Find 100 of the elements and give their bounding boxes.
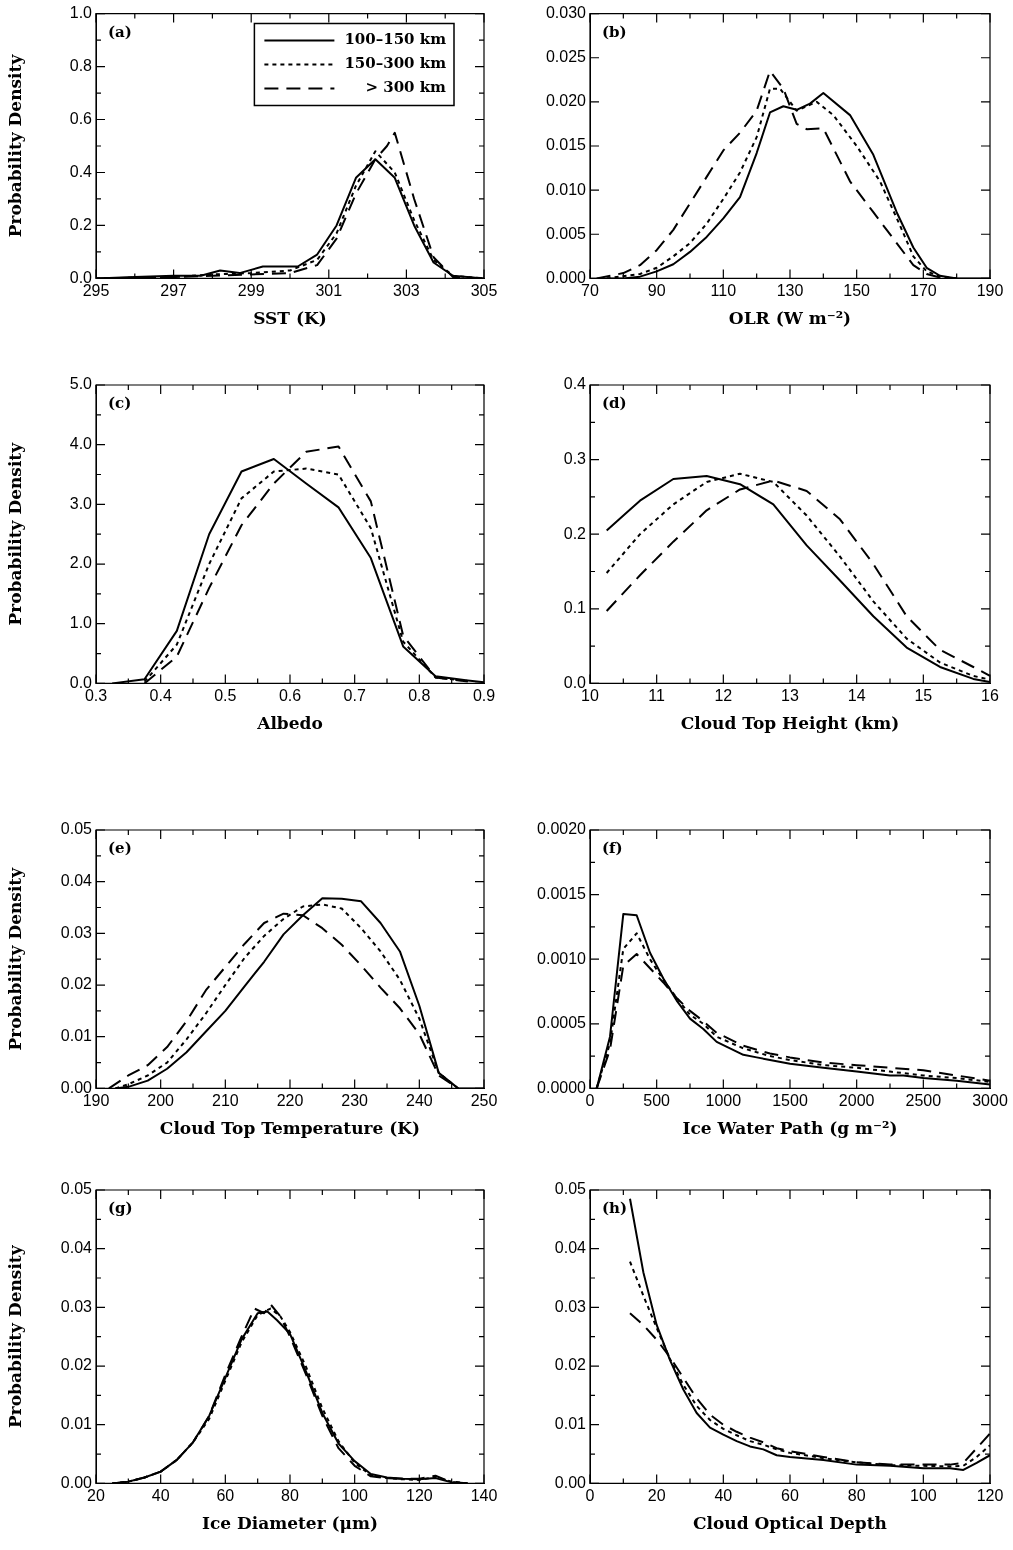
x-tick-label: 2000 [838, 1092, 875, 1110]
x-tick-label: 0.3 [84, 687, 108, 705]
y-tick-label: 0.6 [69, 109, 93, 127]
x-tick-label: 40 [151, 1487, 170, 1505]
x-tick-label: 60 [781, 1487, 799, 1505]
x-tick-label: 20 [87, 1487, 105, 1505]
x-tick-label: 500 [643, 1092, 671, 1110]
y-axis-title: Probability Density [4, 441, 25, 626]
legend-label: 100–150 km [344, 30, 447, 49]
y-tick-label: 0.04 [60, 872, 93, 890]
x-tick-label: 190 [82, 1092, 110, 1110]
y-tick-label: 5.0 [69, 375, 93, 393]
x-tick-label: 14 [847, 687, 866, 705]
x-tick-label: 170 [909, 282, 937, 300]
x-tick-label: 301 [315, 282, 343, 300]
y-axis-title: Probability Density [4, 53, 25, 238]
x-tick-label: 220 [276, 1092, 304, 1110]
y-tick-label: 0.0015 [537, 885, 587, 903]
x-tick-label: 0.7 [343, 687, 366, 705]
x-tick-label: 210 [211, 1092, 239, 1110]
x-tick-label: 295 [82, 282, 110, 300]
x-tick-label: 15 [914, 687, 933, 705]
annotation: (c) [108, 394, 132, 413]
y-tick-label: 1.0 [69, 4, 93, 22]
x-axis-title: Cloud Top Height (km) [680, 713, 900, 734]
y-axis-title: Probability Density [4, 866, 25, 1051]
y-tick-label: 0.015 [545, 136, 587, 154]
x-axis-title: Ice Diameter (μm) [201, 1513, 379, 1534]
x-tick-label: 0.8 [408, 687, 431, 705]
x-tick-label: 100 [341, 1487, 369, 1505]
x-tick-label: 90 [647, 282, 666, 300]
y-tick-label: 0.02 [60, 975, 93, 993]
y-tick-label: 0.0010 [537, 949, 587, 967]
y-tick-label: 0.2 [69, 215, 93, 233]
annotation: (a) [108, 22, 132, 41]
y-tick-label: 0.025 [545, 48, 587, 66]
x-axis-title: Cloud Top Temperature (K) [159, 1118, 421, 1139]
y-tick-label: 0.020 [545, 92, 587, 110]
y-tick-label: 0.3 [563, 450, 587, 468]
x-tick-label: 1000 [705, 1092, 742, 1110]
x-tick-label: 0 [585, 1487, 595, 1505]
y-tick-label: 0.02 [60, 1356, 93, 1374]
x-tick-label: 140 [470, 1487, 498, 1505]
y-tick-label: 0.0020 [537, 820, 587, 838]
x-tick-label: 12 [714, 687, 733, 705]
y-tick-label: 0.4 [563, 375, 587, 393]
x-tick-label: 11 [648, 687, 666, 705]
y-tick-label: 0.01 [60, 1027, 93, 1045]
y-tick-label: 0.01 [60, 1415, 93, 1433]
x-axis-title: Ice Water Path (g m⁻²) [682, 1118, 898, 1139]
x-tick-label: 80 [281, 1487, 299, 1505]
x-tick-label: 0 [585, 1092, 595, 1110]
x-tick-label: 110 [710, 282, 737, 300]
x-axis-title: OLR (W m⁻²) [728, 308, 852, 329]
annotation: (d) [602, 394, 627, 413]
y-tick-label: 0.01 [554, 1415, 587, 1433]
annotation: (h) [602, 1199, 628, 1218]
x-tick-label: 20 [647, 1487, 666, 1505]
annotation: (f) [602, 839, 623, 858]
x-tick-label: 250 [470, 1092, 498, 1110]
x-tick-label: 230 [341, 1092, 369, 1110]
y-tick-label: 0.03 [60, 923, 93, 941]
annotation: (g) [108, 1199, 133, 1218]
y-tick-label: 0.05 [60, 1180, 93, 1198]
y-tick-label: 0.05 [554, 1180, 587, 1198]
y-tick-label: 0.4 [69, 162, 93, 180]
y-tick-label: 1.0 [69, 614, 93, 632]
annotation: (e) [108, 839, 132, 858]
y-tick-label: 3.0 [69, 494, 93, 512]
x-tick-label: 130 [776, 282, 804, 300]
x-axis-title: Albedo [256, 713, 323, 734]
x-tick-label: 16 [981, 687, 999, 705]
y-tick-label: 0.04 [60, 1239, 93, 1257]
x-tick-label: 1500 [772, 1092, 808, 1110]
x-tick-label: 150 [843, 282, 871, 300]
y-tick-label: 0.1 [563, 599, 587, 617]
y-tick-label: 0.005 [545, 224, 587, 242]
legend-label: 150–300 km [344, 54, 447, 73]
x-axis-title: Cloud Optical Depth [693, 1513, 887, 1534]
x-tick-label: 70 [581, 282, 599, 300]
x-tick-label: 0.4 [149, 687, 172, 705]
y-axis-title: Probability Density [4, 1244, 25, 1428]
y-tick-label: 0.8 [69, 56, 93, 74]
x-tick-label: 305 [470, 282, 498, 300]
y-tick-label: 2.0 [69, 554, 93, 572]
x-tick-label: 200 [147, 1092, 175, 1110]
x-tick-label: 303 [393, 282, 420, 300]
x-tick-label: 0.6 [278, 687, 302, 705]
y-tick-label: 0.2 [563, 524, 587, 542]
x-tick-label: 299 [237, 282, 265, 300]
y-tick-label: 0.02 [554, 1356, 587, 1374]
x-tick-label: 100 [909, 1487, 937, 1505]
x-tick-label: 297 [160, 282, 188, 300]
x-tick-label: 3000 [972, 1092, 1008, 1110]
y-tick-label: 0.03 [554, 1297, 587, 1315]
x-tick-label: 0.9 [472, 687, 496, 705]
x-tick-label: 40 [714, 1487, 733, 1505]
x-tick-label: 120 [976, 1487, 1004, 1505]
x-tick-label: 120 [405, 1487, 433, 1505]
x-tick-label: 10 [581, 687, 599, 705]
